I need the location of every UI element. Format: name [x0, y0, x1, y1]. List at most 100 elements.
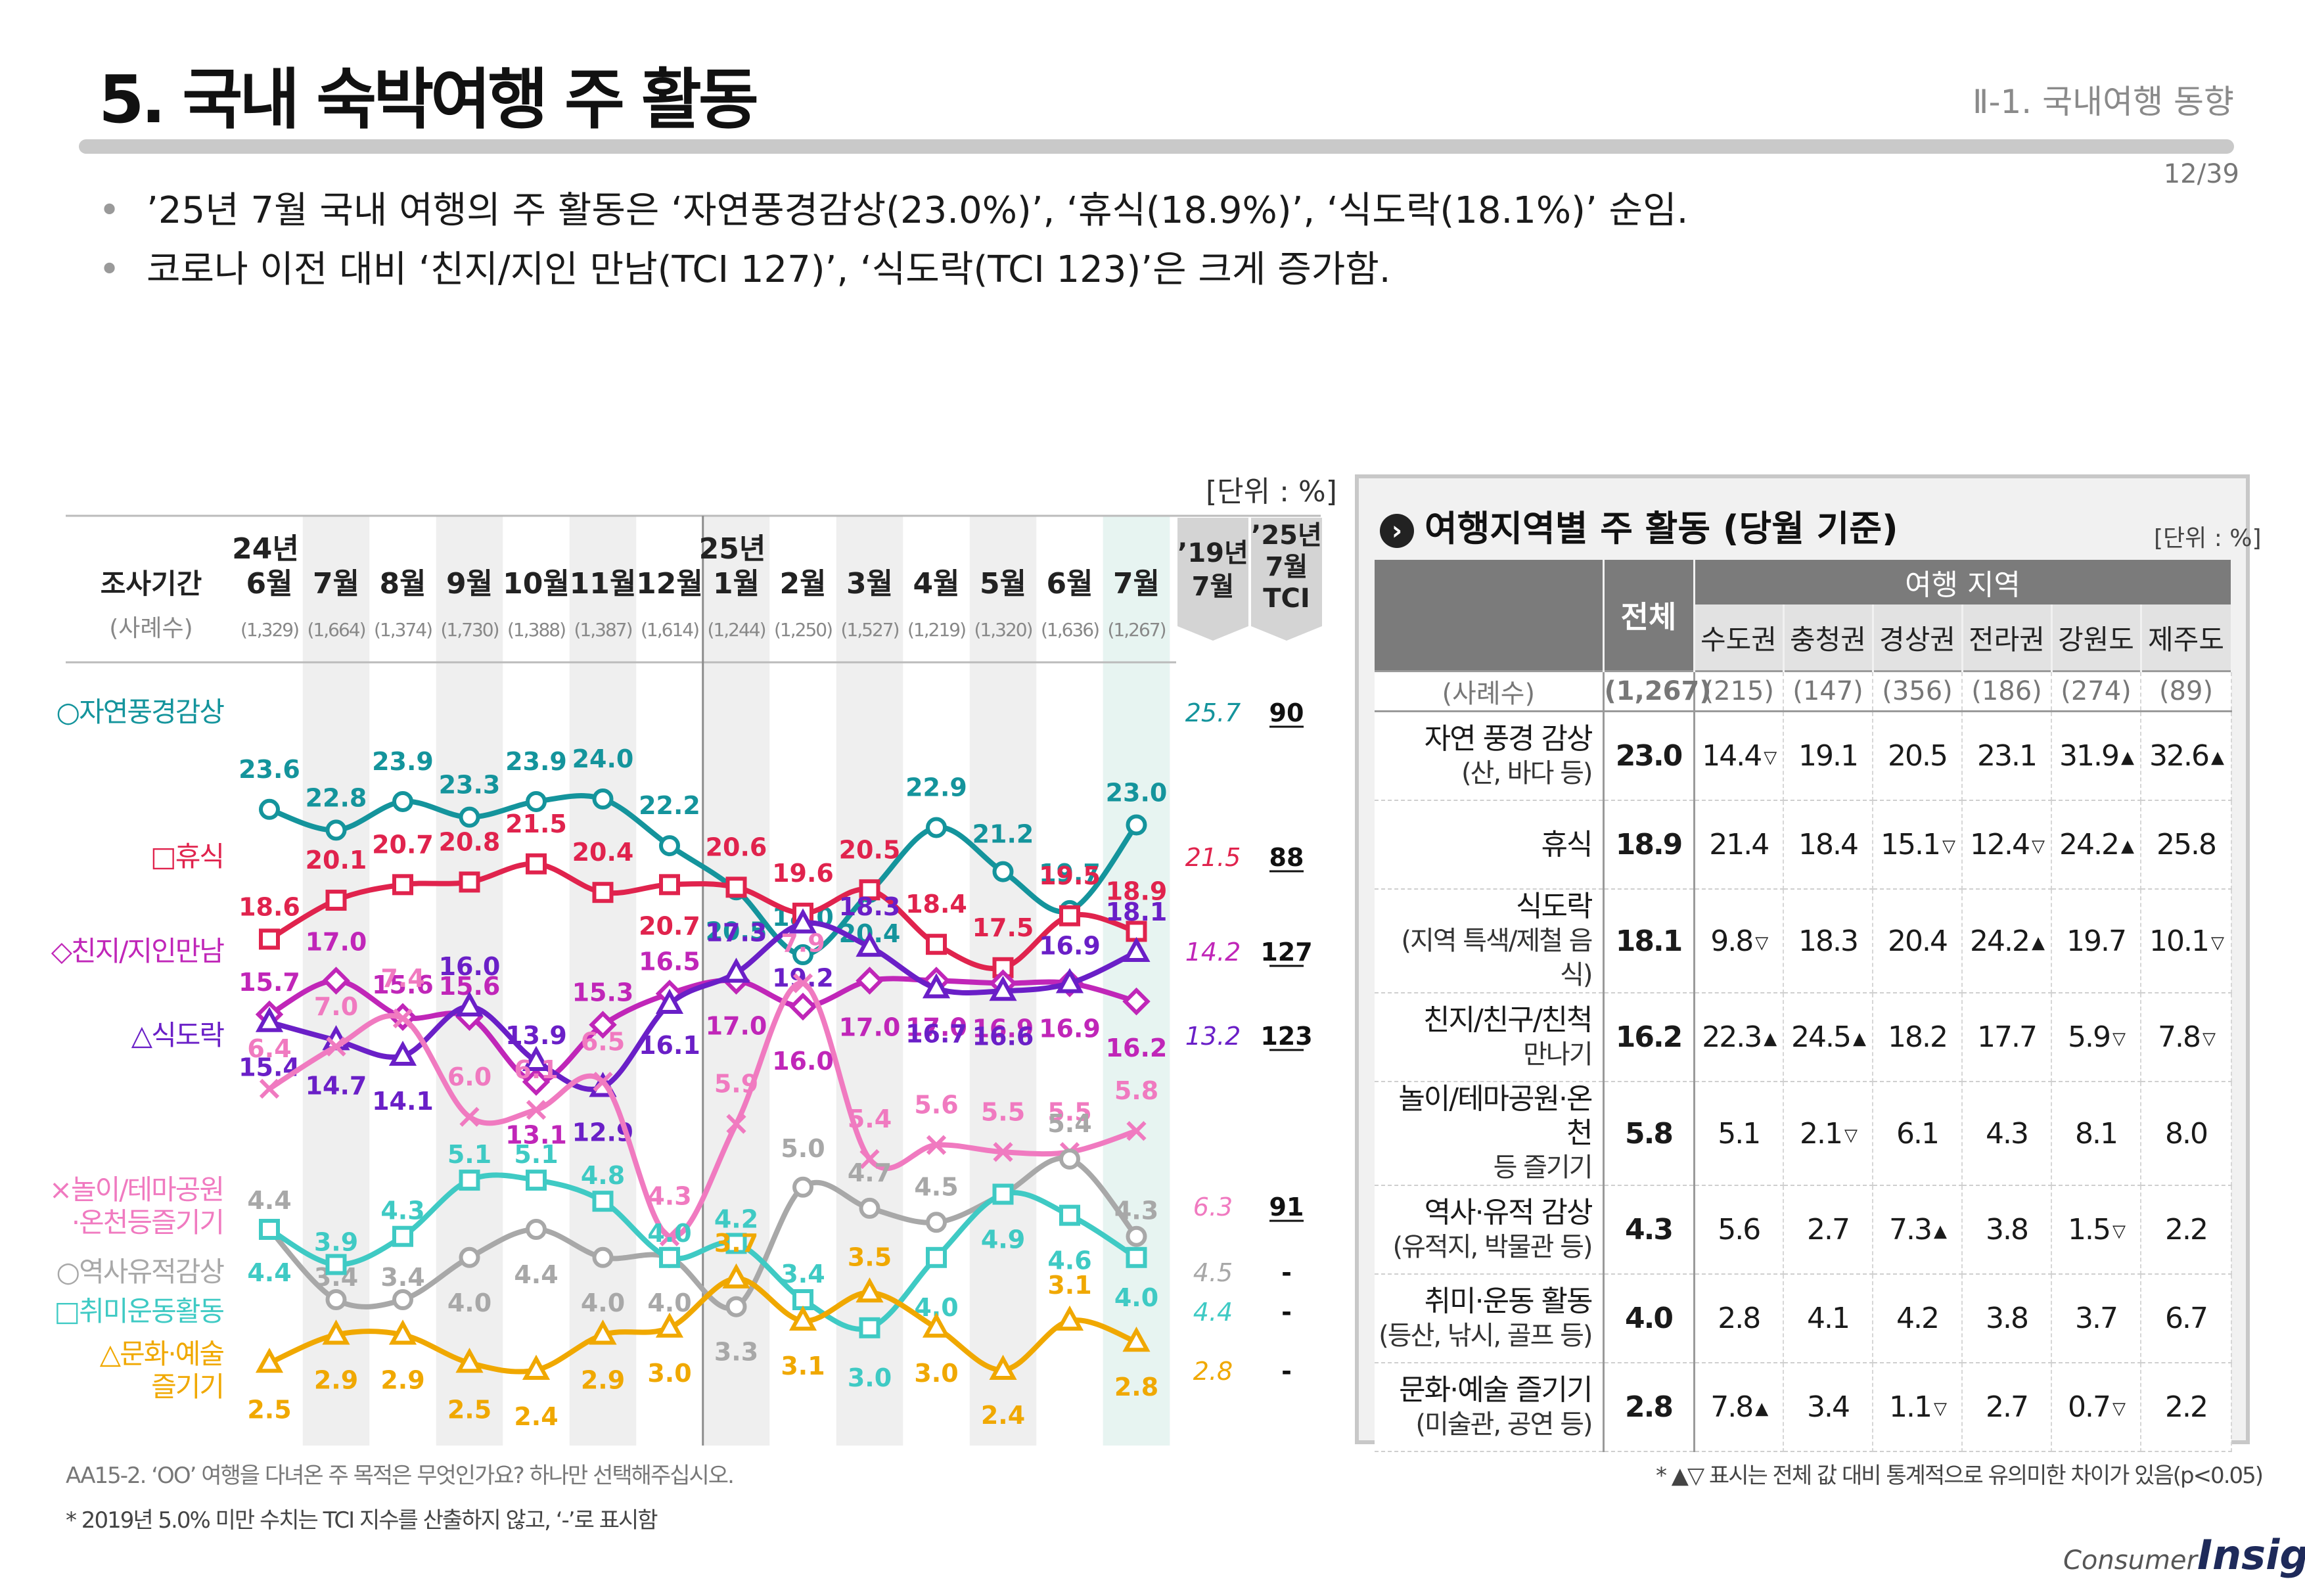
data-point — [459, 1246, 480, 1268]
cell-value: 20.5 — [1888, 739, 1948, 773]
cell-value: 18.4 — [1798, 828, 1859, 861]
data-point — [526, 1219, 547, 1240]
data-label: 22.8 — [306, 783, 367, 812]
data-point — [993, 1142, 1013, 1162]
data-point — [1126, 814, 1147, 836]
cell-value: 2.8 — [1718, 1302, 1761, 1335]
data-label: 19.7 — [1039, 859, 1101, 888]
cell-value: 23.1 — [1977, 739, 2038, 773]
count-region-5: (89) — [2141, 670, 2233, 712]
data-point — [856, 931, 884, 957]
region-table: 전체 여행 지역 수도권 충청권 경상권 전라권 강원도 제주도 (사례수) (1,267)… — [1375, 560, 2233, 1452]
data-label: 20.4 — [572, 838, 634, 867]
count-region-3: (186) — [1962, 670, 2052, 712]
data-point — [1126, 1246, 1147, 1268]
row-label: 친지/친구/친척 만나기 — [1375, 993, 1603, 1082]
data-point — [1059, 905, 1080, 926]
cell-value: 20.4 — [1888, 924, 1948, 958]
data-label: 23.3 — [439, 771, 501, 800]
up-triangle-icon: ▲ — [1755, 1399, 1768, 1419]
table-cell: 20.4 — [1873, 889, 1963, 993]
data-point — [593, 1072, 613, 1092]
cell-value: 0.7 — [2068, 1390, 2111, 1424]
data-point — [325, 890, 347, 911]
data-label: 18.4 — [905, 890, 967, 919]
trend-chart: 조사기간 (사례수) 24년 25년 6월 (1,329) 7월 (1,664) 8월 (1,37… — [49, 514, 1322, 1446]
sample-size-label: (1,267) — [1107, 619, 1165, 641]
data-label: 7.0 — [314, 992, 358, 1021]
data-label: 3.7 — [714, 1229, 758, 1258]
data-label: 4.0 — [647, 1288, 691, 1317]
row-label-samples: (사례수) — [109, 615, 193, 642]
data-point — [926, 1135, 947, 1155]
data-label: 4.7 — [848, 1158, 892, 1187]
cell-value: 7.8 — [1710, 1390, 1754, 1424]
data-point — [592, 882, 614, 903]
tci-value: 91 — [1269, 1193, 1304, 1221]
data-label: 6.5 — [581, 1027, 625, 1056]
data-label: 4.3 — [1114, 1197, 1158, 1225]
section-label: Ⅱ-1. 국내여행 동향 — [1972, 83, 2234, 121]
tci-value: 123 — [1260, 1022, 1312, 1051]
data-label: 2.4 — [981, 1401, 1025, 1430]
cell-value: 24.2 — [2059, 828, 2120, 861]
data-label: 22.9 — [905, 773, 967, 802]
sample-size-label: (1,320) — [974, 619, 1032, 641]
data-point — [1126, 1121, 1147, 1141]
data-point — [1055, 1305, 1084, 1331]
tci-value: - — [1281, 1357, 1292, 1386]
data-point — [589, 1319, 617, 1345]
data-label: 3.0 — [914, 1359, 958, 1388]
data-label: 3.0 — [848, 1363, 892, 1392]
up-triangle-icon: ▲ — [1764, 1029, 1777, 1049]
table-cell: 2.2 — [2141, 1363, 2233, 1452]
table-cell: 18.2 — [1873, 993, 1963, 1082]
table-cell: 5.1 — [1694, 1082, 1784, 1186]
sample-size-label: (1,244) — [707, 619, 765, 641]
data-point — [589, 1011, 617, 1039]
data-label: 4.6 — [1047, 1246, 1091, 1275]
row-label-main: 자연 풍경 감상 — [1424, 721, 1593, 756]
data-point — [388, 1040, 417, 1066]
row-total: 18.1 — [1602, 889, 1695, 993]
cell-value: 3.7 — [2075, 1302, 2118, 1335]
row-label-main: 식도락 — [1516, 890, 1593, 923]
series-legend: △식도락 — [131, 1019, 225, 1051]
series-legend: 즐기기 — [151, 1371, 223, 1403]
data-label: 16.0 — [439, 952, 501, 981]
data-point — [926, 1246, 947, 1268]
series-line — [267, 980, 1139, 1240]
cell-value: 7.8 — [2158, 1020, 2201, 1054]
tci-header-tab — [1251, 518, 1322, 641]
sample-size-label: (1,374) — [374, 619, 432, 641]
row-label-sub: (등산, 낚시, 골프 등) — [1379, 1320, 1593, 1351]
data-label: 7.9 — [781, 929, 825, 958]
data-label: 4.8 — [581, 1161, 625, 1190]
data-point — [722, 957, 750, 983]
data-label: 16.9 — [972, 1014, 1034, 1043]
month-label: 9월 — [446, 567, 493, 601]
month-label: 8월 — [379, 567, 426, 601]
series-line — [267, 920, 1139, 1092]
data-point — [788, 908, 817, 934]
bullet-1-text: ’25년 7월 국내 여행의 주 활동은 ‘자연풍경감상(23.0%)’, ‘휴… — [147, 189, 1689, 232]
table-cell: 3.8 — [1962, 1185, 2052, 1275]
logo-consumer: Consumer — [2063, 1545, 2197, 1576]
cell-value: 3.8 — [1986, 1302, 2029, 1335]
table-cell: 5.6 — [1694, 1185, 1784, 1275]
data-label: 4.9 — [981, 1225, 1025, 1254]
value-2019: 25.7 — [1185, 698, 1241, 727]
data-point — [788, 992, 817, 1021]
down-triangle-icon: ▽ — [1942, 836, 1955, 856]
row-label-main: 놀이/테마공원·온천 — [1398, 1082, 1593, 1150]
data-label: 14.7 — [306, 1071, 367, 1100]
data-point — [1126, 1225, 1147, 1247]
data-point — [725, 877, 747, 898]
region-title-text: 여행지역별 주 활동 (당월 기준) — [1425, 508, 1898, 549]
table-cell: 8.0 — [2141, 1082, 2233, 1186]
cell-value: 10.1 — [2149, 924, 2210, 958]
data-point — [259, 1219, 280, 1240]
col19-label-month: 7월 — [1192, 572, 1235, 602]
data-label: 5.6 — [914, 1091, 958, 1120]
sample-size-label: (1,636) — [1041, 619, 1099, 641]
